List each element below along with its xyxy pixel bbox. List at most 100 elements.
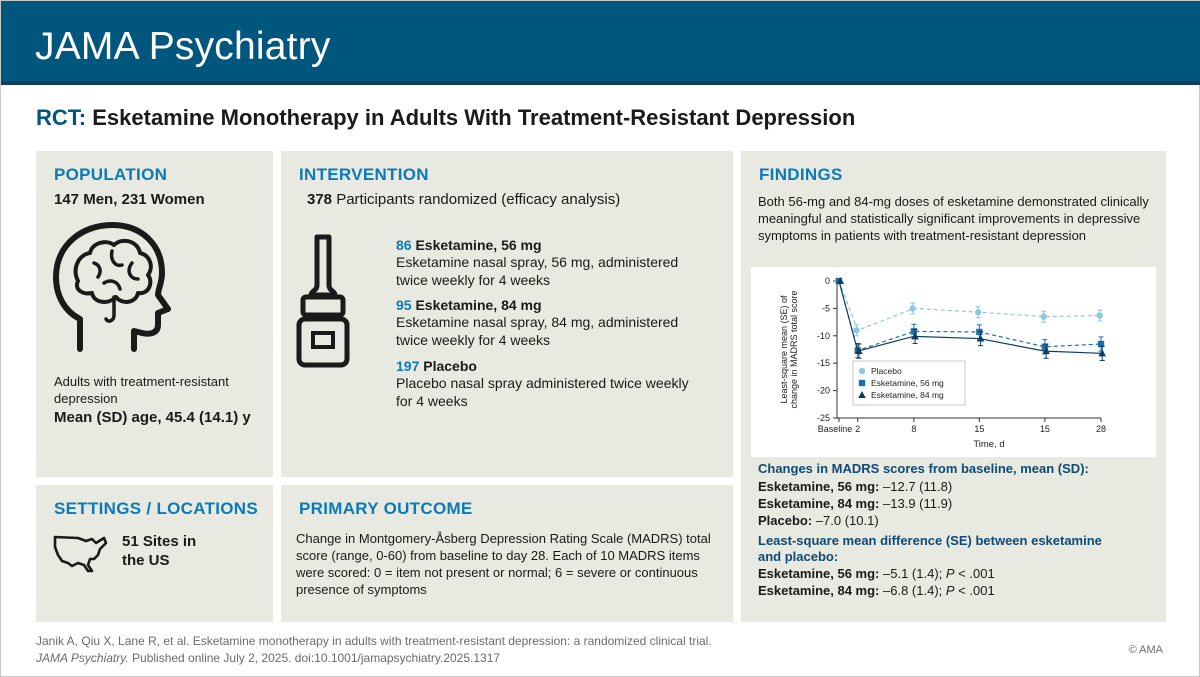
page-title: RCT: Esketamine Monotherapy in Adults Wi… (36, 105, 855, 131)
chart-legend: Placebo Esketamine, 56 mg Esketamine, 84 m… (852, 360, 966, 406)
journal-title: JAMA Psychiatry (35, 25, 331, 68)
nasal-spray-icon (296, 234, 350, 368)
us-map-icon (53, 535, 108, 573)
intervention-heading: INTERVENTION (299, 165, 429, 184)
population-description: Adults with treatment-resistant depressi… (54, 374, 229, 406)
y-tick-label: -5 (822, 303, 830, 313)
change-row: Esketamine, 84 mg: –13.9 (11.9) (758, 495, 952, 512)
arm-desc-line2: twice weekly for 4 weeks (396, 332, 551, 348)
copyright: © AMA (1128, 644, 1163, 656)
randomized-text: Participants randomized (efficacy analys… (336, 191, 621, 208)
data-point (1041, 343, 1049, 350)
changes-list: Esketamine, 56 mg: –12.7 (11.8) Esketami… (758, 478, 952, 529)
outcome-line: were scored: 0 = item not present or nor… (296, 565, 698, 580)
lsm-heading-line1: Least-square mean difference (SE) betwee… (758, 533, 1102, 548)
x-tick-label: Baseline (818, 424, 853, 434)
primary-outcome-text: Change in Montgomery-Åsberg Depression R… (296, 530, 711, 598)
x-tick-label: 8 (911, 424, 916, 434)
summary-line: Both 56-mg and 84-mg doses of esketamine… (758, 194, 1149, 209)
data-point (976, 328, 983, 336)
data-point (910, 328, 918, 335)
data-point (855, 347, 863, 355)
arm-n: 197 (396, 358, 420, 374)
lsm-p-value: < .001 (954, 583, 995, 598)
data-point (853, 327, 860, 334)
data-point (1097, 340, 1105, 348)
data-point (1096, 312, 1103, 319)
data-point (909, 305, 916, 312)
title-text: Esketamine Monotherapy in Adults With Tr… (92, 105, 856, 130)
intervention-panel: INTERVENTION 378 Participants randomized… (281, 151, 733, 477)
primary-outcome-panel: PRIMARY OUTCOME Change in Montgomery-Åsb… (281, 485, 733, 622)
citation: Janik A, Qiu X, Lane R, et al. Esketamin… (36, 633, 712, 667)
lsm-label: Esketamine, 56 mg: (758, 566, 880, 581)
citation-line2: JAMA Psychiatry. Published online July 2… (36, 650, 712, 667)
lsm-list: Esketamine, 56 mg: –5.1 (1.4); P < .001 … (758, 565, 995, 599)
change-row: Esketamine, 56 mg: –12.7 (11.8) (758, 478, 952, 495)
legend-label: Esketamine, 84 mg (871, 390, 944, 400)
population-panel: POPULATION 147 Men, 231 Women Adults wit… (36, 151, 273, 477)
x-tick-label: 15 (974, 424, 984, 434)
y-tick-label: -10 (817, 331, 830, 341)
x-tick-label: 15 (1040, 424, 1050, 434)
y-tick-label: -25 (817, 413, 830, 423)
settings-heading: SETTINGS / LOCATIONS (54, 499, 259, 518)
arm-name: Esketamine, 84 mg (415, 297, 542, 313)
lsm-value: –5.1 (1.4); (883, 566, 946, 581)
title-prefix: RCT: (36, 105, 87, 130)
y-tick-label: -15 (817, 358, 830, 368)
arm-esketamine-84: 95 Esketamine, 84 mg Esketamine nasal sp… (396, 297, 678, 349)
randomized-number: 378 (307, 191, 333, 208)
settings-sites: 51 Sites in the US (122, 532, 196, 570)
settings-line2: the US (122, 552, 170, 569)
primary-outcome-heading: PRIMARY OUTCOME (299, 499, 473, 518)
lsm-heading-line2: and placebo: (758, 549, 839, 564)
findings-panel: FINDINGS Both 56-mg and 84-mg doses of e… (741, 151, 1166, 622)
lsm-label: Esketamine, 84 mg: (758, 583, 880, 598)
legend-marker (858, 379, 866, 387)
arm-name: Esketamine, 56 mg (415, 237, 542, 253)
x-tick-label: 2 (855, 424, 860, 434)
change-value: –12.7 (11.8) (883, 479, 953, 494)
arm-desc-line2: twice weekly for 4 weeks (396, 272, 551, 288)
y-tick-label: 0 (825, 276, 830, 286)
arm-name: Placebo (423, 358, 477, 374)
population-age: Mean (SD) age, 45.4 (14.1) y (54, 409, 251, 426)
citation-journal: JAMA Psychiatry. (36, 651, 129, 665)
lsm-heading: Least-square mean difference (SE) betwee… (758, 533, 1102, 565)
lsm-p-value: < .001 (954, 566, 995, 581)
data-point (974, 309, 982, 316)
data-point (976, 334, 985, 342)
citation-pub-info: Published online July 2, 2025. doi:10.10… (128, 651, 501, 665)
changes-heading: Changes in MADRS scores from baseline, m… (758, 461, 1089, 476)
journal-header: JAMA Psychiatry (1, 1, 1200, 85)
citation-line1: Janik A, Qiu X, Lane R, et al. Esketamin… (36, 634, 712, 648)
data-point (1042, 347, 1050, 355)
population-counts: 147 Men, 231 Women (54, 191, 205, 208)
series-line (838, 280, 1102, 354)
arm-desc-line2: for 4 weeks (396, 393, 468, 409)
arm-desc-line1: Esketamine nasal spray, 84 mg, administe… (396, 314, 679, 330)
data-point (911, 332, 919, 340)
randomized-line: 378 Participants randomized (efficacy an… (307, 191, 620, 208)
data-point (1040, 313, 1047, 320)
legend-label: Placebo (871, 366, 902, 376)
change-label: Placebo: (758, 513, 813, 528)
lsm-row: Esketamine, 84 mg: –6.8 (1.4); P < .001 (758, 582, 995, 599)
legend-box (852, 360, 966, 406)
lsm-p-label: P (945, 566, 955, 581)
y-tick-label: -20 (817, 386, 830, 396)
lsm-value: –6.8 (1.4); (883, 583, 946, 598)
x-tick-label: 28 (1096, 424, 1106, 434)
findings-heading: FINDINGS (759, 165, 843, 184)
summary-line: meaningful and statistically significant… (758, 211, 1141, 226)
series-line (838, 280, 1102, 332)
change-label: Esketamine, 56 mg: (758, 479, 880, 494)
arm-n: 86 (396, 237, 412, 253)
change-label: Esketamine, 84 mg: (758, 496, 880, 511)
change-value: –13.9 (11.9) (883, 496, 953, 511)
outcome-line: Change in Montgomery-Åsberg Depression R… (296, 531, 711, 546)
outcome-line: score (range, 0-60) from baseline to day… (296, 548, 700, 563)
